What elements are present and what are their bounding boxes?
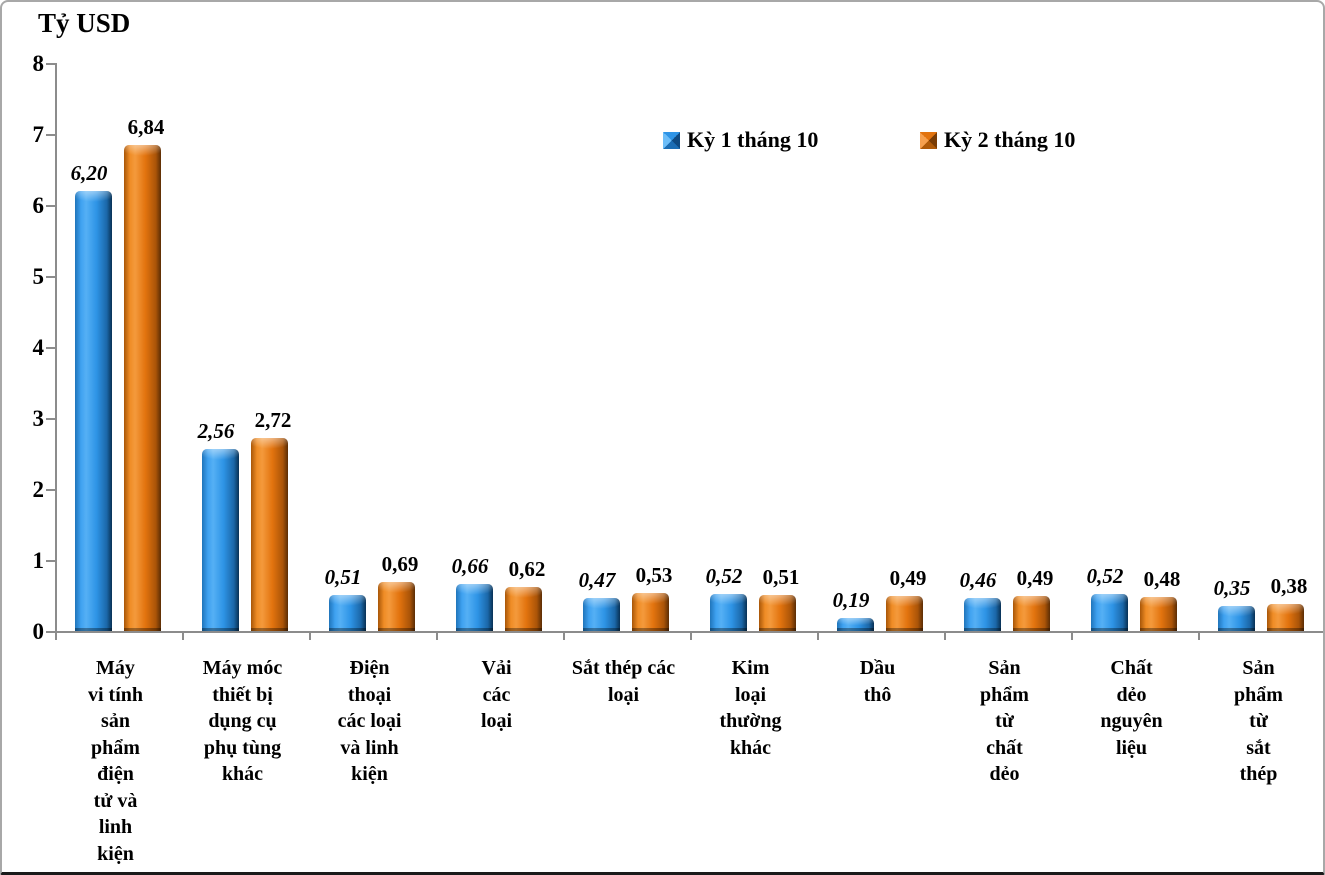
bar-ky1 xyxy=(582,598,620,631)
x-axis-line xyxy=(55,631,1323,633)
category-label: Máy vi tính sản phẩm điện tử và linh kiệ… xyxy=(87,657,144,865)
bar-ky1 xyxy=(201,449,239,631)
value-label-ky2: 0,69 xyxy=(381,552,419,576)
y-axis-tick-label: 2 xyxy=(32,477,45,502)
y-axis-tick xyxy=(46,347,55,349)
value-label-ky2: 0,51 xyxy=(762,565,800,589)
value-label-ky1: 0,52 xyxy=(705,564,743,588)
bar-ky2 xyxy=(758,595,796,631)
y-axis-tick-label: 7 xyxy=(32,122,45,147)
y-axis-line xyxy=(55,63,57,633)
bar-ky1 xyxy=(455,584,493,631)
y-axis-tick xyxy=(46,418,55,420)
category-label: Điện thoại các loại và linh kiện xyxy=(337,657,402,785)
x-axis-tick xyxy=(55,633,57,640)
value-label-ky2: 0,62 xyxy=(508,557,546,581)
bar-ky2 xyxy=(1139,597,1177,631)
bar-ky2 xyxy=(377,582,415,631)
category-label: Chất dẻo nguyên liệu xyxy=(1100,657,1163,759)
bar-ky2 xyxy=(1266,604,1304,631)
value-label-ky1: 0,47 xyxy=(578,568,616,592)
x-axis-tick xyxy=(436,633,438,640)
bar-ky1 xyxy=(963,598,1001,631)
value-label-ky1: 0,52 xyxy=(1086,564,1124,588)
value-label-ky2: 2,72 xyxy=(254,408,292,432)
y-axis-tick xyxy=(46,134,55,136)
x-axis-tick xyxy=(1071,633,1073,640)
y-axis-tick-label: 4 xyxy=(32,335,45,360)
value-label-ky1: 0,46 xyxy=(959,568,997,592)
y-axis-tick xyxy=(46,276,55,278)
category-label: Dầu thô xyxy=(859,657,896,706)
value-label-ky2: 0,49 xyxy=(1016,566,1054,590)
category-label: Sắt thép các loại xyxy=(571,657,676,706)
y-axis-tick xyxy=(46,560,55,562)
x-axis-tick xyxy=(944,633,946,640)
value-label-ky1: 0,66 xyxy=(451,554,489,578)
y-axis-tick-label: 5 xyxy=(32,264,45,289)
bar-ky2 xyxy=(885,596,923,631)
x-axis-tick xyxy=(563,633,565,640)
x-axis-tick xyxy=(309,633,311,640)
bar-ky2 xyxy=(631,593,669,631)
x-axis-tick xyxy=(1198,633,1200,640)
value-label-ky2: 0,49 xyxy=(889,566,927,590)
y-axis-tick xyxy=(46,489,55,491)
value-label-ky2: 0,53 xyxy=(635,563,673,587)
y-axis-tick-label: 1 xyxy=(32,548,45,573)
bar-ky1 xyxy=(1090,594,1128,631)
value-label-ky1: 0,19 xyxy=(832,588,870,612)
bar-ky2 xyxy=(1012,596,1050,631)
chart-title: Tỷ USD xyxy=(38,8,131,38)
bar-ky2 xyxy=(504,587,542,631)
value-label-ky1: 2,56 xyxy=(197,419,235,443)
y-axis-tick-label: 8 xyxy=(32,51,45,76)
category-label: Máy móc thiết bị dụng cụ phụ tùng khác xyxy=(202,657,283,785)
x-axis-tick xyxy=(182,633,184,640)
y-axis-tick xyxy=(46,205,55,207)
category-label: Vải các loại xyxy=(480,657,513,732)
y-axis-tick xyxy=(46,631,55,633)
y-axis-tick-label: 0 xyxy=(32,619,45,644)
bar-ky2 xyxy=(123,145,161,631)
x-axis-tick xyxy=(690,633,692,640)
category-label: Sản phẩm từ sắt thép xyxy=(1234,657,1283,785)
bar-ky2 xyxy=(250,438,288,631)
y-axis-tick-label: 6 xyxy=(32,193,45,218)
value-label-ky1: 6,20 xyxy=(70,161,108,185)
bar-ky1 xyxy=(709,594,747,631)
value-label-ky2: 6,84 xyxy=(127,115,165,139)
bar-ky1 xyxy=(74,191,112,631)
y-axis-tick-label: 3 xyxy=(32,406,45,431)
bar-ky1 xyxy=(1217,606,1255,631)
x-axis-tick xyxy=(817,633,819,640)
y-axis-tick xyxy=(46,63,55,65)
category-label: Sản phẩm từ chất dẻo xyxy=(980,657,1029,785)
category-label: Kim loại thường khác xyxy=(719,657,782,759)
bar-ky1 xyxy=(328,595,366,631)
value-label-ky1: 0,35 xyxy=(1213,576,1251,600)
value-label-ky2: 0,38 xyxy=(1270,574,1308,598)
value-label-ky1: 0,51 xyxy=(324,565,362,589)
bar-ky1 xyxy=(836,618,874,631)
value-label-ky2: 0,48 xyxy=(1143,567,1181,591)
